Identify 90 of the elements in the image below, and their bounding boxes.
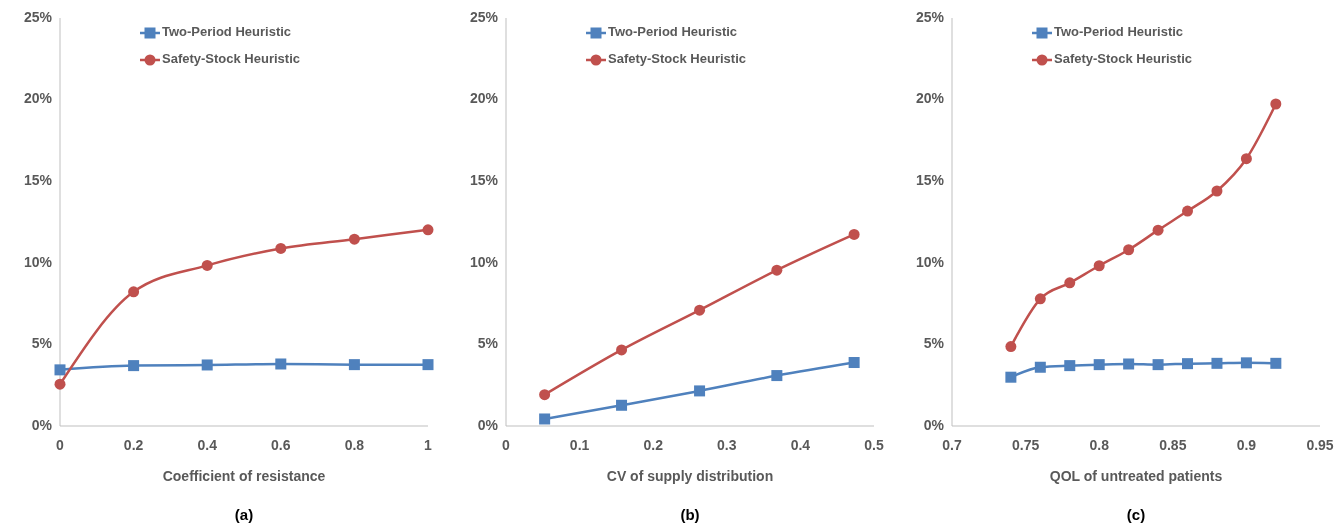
y-tick-label: 25% — [915, 8, 945, 25]
y-tick-label: 0% — [923, 416, 945, 433]
point — [616, 344, 628, 356]
point — [422, 224, 434, 236]
point — [128, 360, 140, 372]
point — [1064, 277, 1076, 289]
x-tick-label: 0.1 — [569, 437, 590, 453]
text: (b) — [680, 506, 700, 523]
x-tick-label: 0 — [502, 437, 511, 453]
legend-label: Two-Period Heuristic — [1054, 24, 1184, 40]
y-tick-label: 20% — [23, 90, 53, 107]
x-tick-label: 0.95 — [1306, 437, 1334, 453]
point — [694, 304, 706, 316]
point — [1270, 357, 1282, 369]
point — [128, 286, 140, 298]
legend-label: Two-Period Heuristic — [162, 24, 292, 40]
point — [1123, 358, 1135, 370]
point — [1182, 205, 1194, 217]
point — [1240, 357, 1252, 369]
y-tick-label: 10% — [469, 253, 499, 270]
point — [201, 259, 213, 271]
x-tick-label: 0 — [56, 437, 65, 453]
point — [348, 233, 360, 245]
point — [1211, 357, 1223, 369]
x-tick-label: 0.9 — [1236, 437, 1257, 453]
legend-label: Two-Period Heuristic — [608, 24, 738, 40]
y-tick-label: 15% — [23, 171, 53, 188]
point — [1093, 260, 1105, 272]
point — [54, 364, 66, 376]
x-tick-label: 0.5 — [864, 437, 884, 453]
x-axis-title: QOL of untreated patients — [1049, 468, 1223, 484]
x-tick-label: 0.8 — [344, 437, 365, 453]
point — [1093, 359, 1105, 371]
legend-label: Safety-Stock Heuristic — [162, 51, 300, 67]
y-tick-label: 25% — [23, 8, 53, 25]
x-axis-title: Coefficient of resistance — [162, 468, 326, 484]
x-tick-label: 0.4 — [197, 437, 218, 453]
legend-label: Safety-Stock Heuristic — [1054, 51, 1192, 67]
point — [1152, 359, 1164, 371]
point — [1034, 361, 1046, 373]
y-tick-label: 25% — [469, 8, 499, 25]
point — [771, 370, 783, 382]
point — [275, 358, 287, 370]
y-tick-label: 10% — [915, 253, 945, 270]
x-tick-label: 0.2 — [123, 437, 144, 453]
point — [1005, 341, 1017, 353]
x-tick-label: 0.4 — [790, 437, 811, 453]
x-tick-label: 0.3 — [717, 437, 737, 453]
x-tick-label: 0.6 — [271, 437, 291, 453]
point — [54, 378, 66, 390]
point — [348, 359, 360, 371]
point — [1123, 244, 1135, 256]
text: (c) — [1126, 506, 1146, 523]
point — [1034, 293, 1046, 305]
y-tick-label: 0% — [477, 416, 499, 433]
point — [1182, 358, 1194, 370]
text: (a) — [234, 506, 254, 523]
x-tick-label: 0.2 — [643, 437, 664, 453]
point — [848, 228, 860, 240]
x-tick-label: 1 — [424, 437, 433, 453]
point — [539, 389, 551, 401]
x-tick-label: 0.8 — [1089, 437, 1110, 453]
point — [1211, 185, 1223, 197]
y-tick-label: 20% — [915, 90, 945, 107]
point — [201, 359, 213, 371]
point — [422, 359, 434, 371]
y-tick-label: 15% — [469, 171, 499, 188]
y-tick-label: 10% — [23, 253, 53, 270]
point — [616, 399, 628, 411]
point — [694, 385, 706, 397]
x-tick-label: 0.7 — [942, 437, 962, 453]
x-axis-title: CV of supply distribution — [606, 468, 774, 484]
y-tick-label: 20% — [469, 90, 499, 107]
point — [1005, 371, 1017, 383]
point — [848, 357, 860, 369]
point — [1270, 98, 1282, 110]
x-tick-label: 0.75 — [1011, 437, 1040, 453]
point — [275, 242, 287, 254]
point — [539, 413, 551, 425]
y-tick-label: 0% — [31, 416, 53, 433]
point — [1064, 360, 1076, 372]
y-tick-label: 5% — [923, 335, 945, 352]
point — [1240, 153, 1252, 165]
point — [1152, 224, 1164, 236]
x-tick-label: 0.85 — [1159, 437, 1187, 453]
legend-label: Safety-Stock Heuristic — [608, 51, 746, 67]
point — [771, 264, 783, 276]
y-tick-label: 15% — [915, 171, 945, 188]
y-tick-label: 5% — [31, 335, 53, 352]
y-tick-label: 5% — [477, 335, 499, 352]
